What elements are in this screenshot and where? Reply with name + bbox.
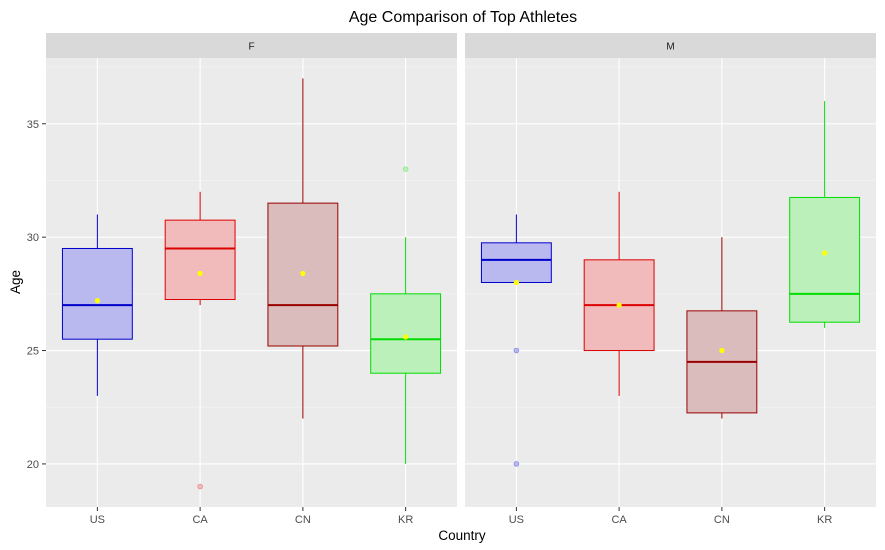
- chart-title: Age Comparison of Top Athletes: [349, 9, 577, 26]
- box-m-kr: [789, 101, 861, 328]
- box-f-kr: [370, 166, 442, 464]
- box-iqr: [61, 247, 133, 340]
- box-f-ca: [164, 191, 236, 490]
- box-iqr: [164, 219, 236, 301]
- x-tick-label: CN: [295, 514, 311, 526]
- mean-point: [822, 250, 828, 256]
- facet-strip: [46, 33, 457, 58]
- facet-panel-f: F US CA CN KR: [46, 33, 457, 526]
- y-tick-label: 35: [27, 119, 39, 131]
- facet-panel-m: M US CA CN KR: [465, 33, 876, 526]
- mean-point: [94, 298, 100, 304]
- x-axis-title: Country: [438, 528, 486, 543]
- box-f-us: [61, 214, 133, 396]
- mean-point: [513, 279, 519, 286]
- box-iqr: [789, 196, 861, 323]
- x-tick-label: KR: [398, 514, 413, 526]
- y-tick-label: 20: [27, 459, 39, 471]
- y-axis-title: Age: [8, 270, 23, 294]
- mean-point: [300, 270, 306, 277]
- mean-point: [197, 270, 203, 277]
- box-f-cn: [267, 78, 339, 419]
- x-tick-label: CA: [611, 514, 627, 526]
- facet-strip: [465, 33, 876, 58]
- box-iqr: [370, 293, 442, 374]
- y-axis: 20 25 30 35: [27, 119, 46, 471]
- facet-panels: F US CA CN KR M US CA CN KR: [46, 33, 876, 526]
- box-m-us: [480, 214, 552, 467]
- facet-strip-label: M: [666, 42, 674, 53]
- x-tick-label: US: [90, 514, 105, 526]
- y-tick-label: 25: [27, 346, 39, 358]
- outlier-point: [197, 483, 203, 490]
- x-tick-label: CN: [714, 514, 730, 526]
- outlier-point: [513, 347, 520, 354]
- box-iqr: [480, 242, 552, 284]
- box-m-ca: [583, 191, 655, 396]
- mean-point: [616, 302, 622, 308]
- outlier-point: [402, 166, 409, 172]
- outlier-point: [513, 461, 520, 467]
- x-tick-label: CA: [192, 514, 208, 526]
- y-tick-label: 30: [27, 232, 39, 244]
- mean-point: [719, 347, 725, 354]
- mean-point: [403, 334, 409, 340]
- facet-strip-label: F: [248, 42, 254, 53]
- x-tick-label: US: [509, 514, 524, 526]
- x-tick-label: KR: [817, 514, 832, 526]
- box-m-cn: [686, 237, 758, 419]
